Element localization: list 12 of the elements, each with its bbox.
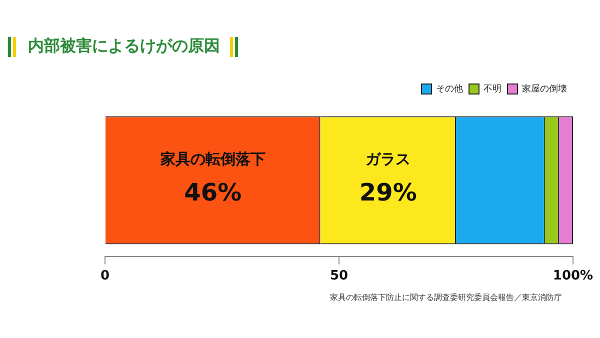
series-label: 家具の転倒落下 (159, 150, 266, 168)
series-label: ガラス (366, 150, 411, 168)
x-tick-label: 50 (330, 268, 348, 284)
data-label: 46% (184, 178, 242, 206)
x-tick-label: 100% (552, 268, 594, 284)
legend-label: 家屋の倒壊 (522, 83, 567, 94)
legend-label: 不明 (484, 83, 502, 94)
legend-label: その他 (436, 83, 463, 94)
text: 家具の転倒落下防止に関する調査委研究委員会報告／東京消防庁 (330, 292, 562, 303)
chart-title: 内部被害によるけがの原因 (28, 36, 220, 57)
x-tick-label: 0 (100, 268, 110, 284)
data-label: 29% (359, 178, 417, 206)
